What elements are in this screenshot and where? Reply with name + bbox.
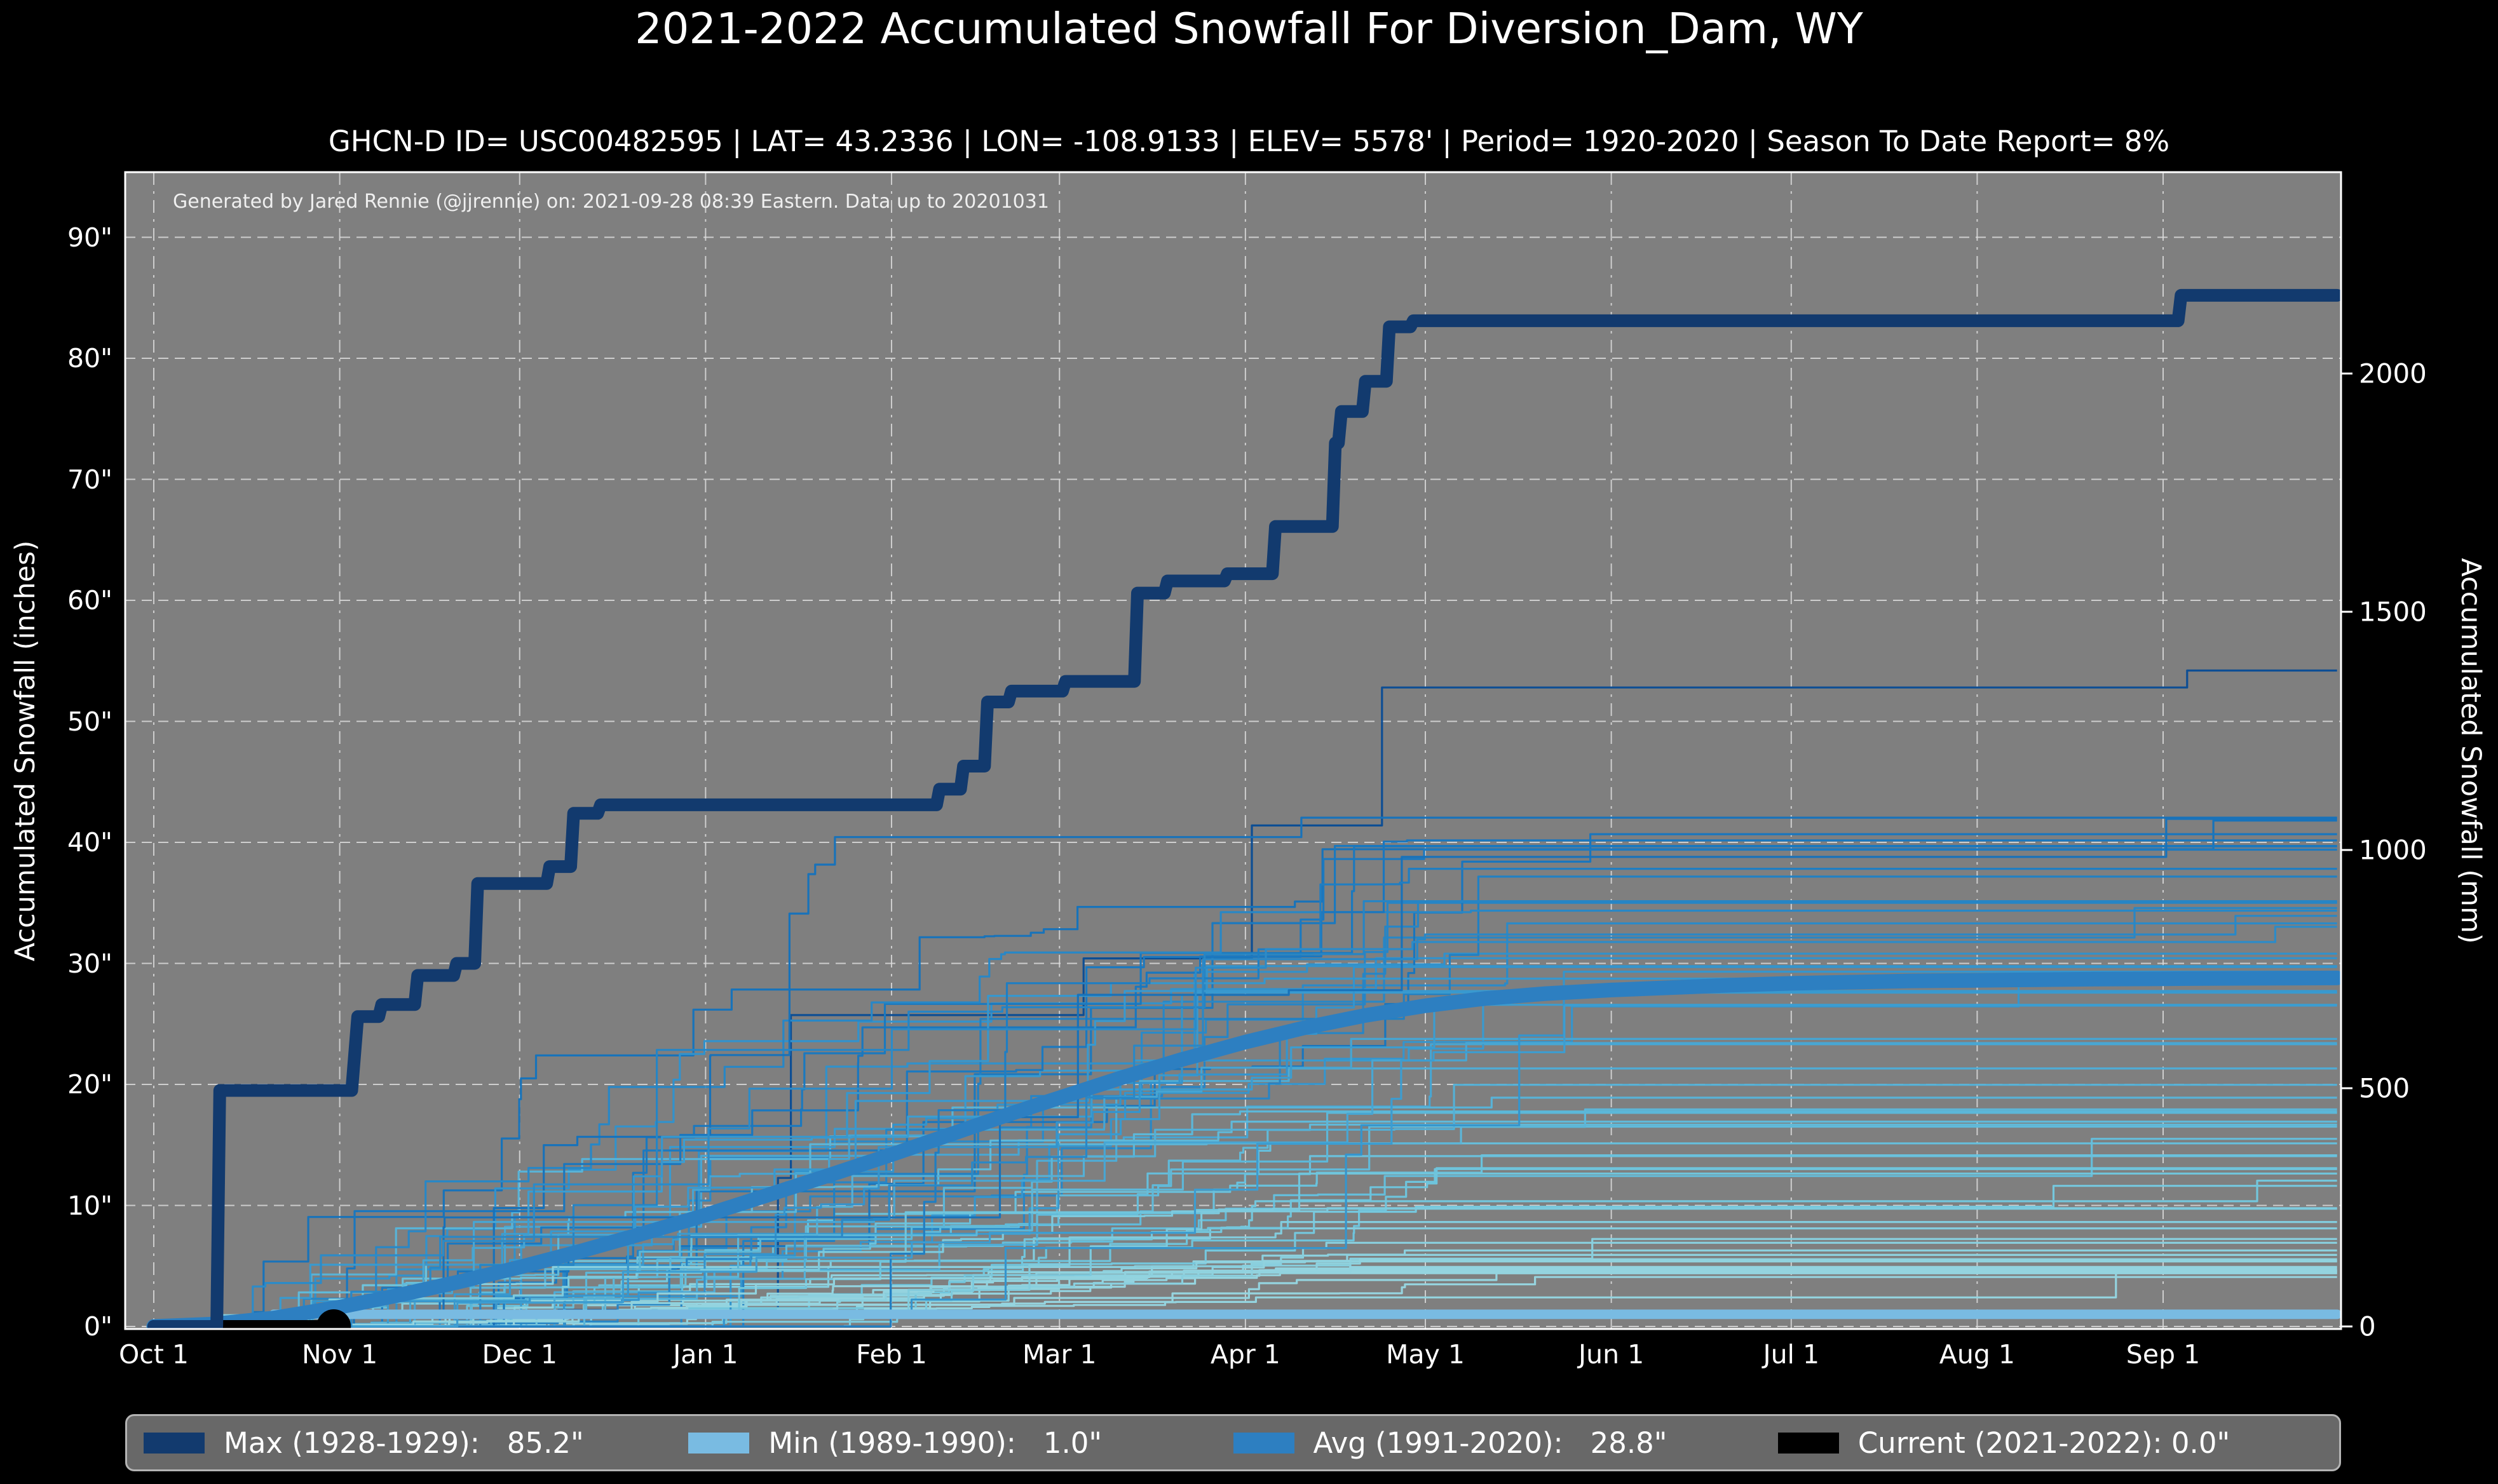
right-tick-500: 500 <box>2359 1072 2410 1104</box>
left-tick-2: 20" <box>67 1069 112 1100</box>
legend-item-avg: Avg (1991-2020): 28.8" <box>1233 1426 1778 1460</box>
left-tick-8: 80" <box>67 343 112 374</box>
legend-swatch-max <box>144 1432 205 1454</box>
left-tick-0: 0" <box>84 1311 112 1342</box>
right-axis-label: Accumulated Snowfall (mm) <box>2455 558 2487 944</box>
page-title: 2021-2022 Accumulated Snowfall For Diver… <box>635 4 1863 53</box>
right-tick-1000: 1000 <box>2359 834 2427 866</box>
x-tick-9: Jul 1 <box>1763 1339 1820 1370</box>
x-tick-5: Mar 1 <box>1022 1339 1097 1370</box>
x-tick-2: Dec 1 <box>482 1339 557 1370</box>
legend-swatch-avg <box>1233 1432 1294 1454</box>
right-tick-2000: 2000 <box>2359 358 2427 389</box>
legend-label-max: Max (1928-1929): 85.2" <box>224 1426 584 1460</box>
left-tick-5: 50" <box>67 706 112 737</box>
left-tick-1: 10" <box>67 1190 112 1221</box>
station-subtitle: GHCN-D ID= USC00482595 | LAT= 43.2336 | … <box>328 125 2170 158</box>
x-tick-1: Nov 1 <box>302 1339 378 1370</box>
left-tick-6: 60" <box>67 585 112 616</box>
legend-label-min: Min (1989-1990): 1.0" <box>768 1426 1103 1460</box>
legend-label-avg: Avg (1991-2020): 28.8" <box>1313 1426 1667 1460</box>
right-tick-0: 0 <box>2359 1311 2376 1342</box>
x-tick-6: Apr 1 <box>1210 1339 1280 1370</box>
x-tick-3: Jan 1 <box>673 1339 738 1370</box>
left-tick-9: 90" <box>67 222 112 253</box>
left-tick-4: 40" <box>67 827 112 858</box>
legend: Max (1928-1929): 85.2" Min (1989-1990): … <box>125 1414 2341 1471</box>
attribution-text: Generated by Jared Rennie (@jjrennie) on… <box>173 191 1049 213</box>
legend-swatch-min <box>688 1432 750 1454</box>
legend-item-max: Max (1928-1929): 85.2" <box>144 1426 688 1460</box>
x-tick-11: Sep 1 <box>2126 1339 2201 1370</box>
x-tick-4: Feb 1 <box>856 1339 927 1370</box>
x-tick-0: Oct 1 <box>118 1339 189 1370</box>
legend-label-current: Current (2021-2022): 0.0" <box>1857 1426 2230 1460</box>
left-tick-7: 70" <box>67 464 112 495</box>
legend-item-current: Current (2021-2022): 0.0" <box>1777 1426 2323 1460</box>
legend-item-min: Min (1989-1990): 1.0" <box>688 1426 1233 1460</box>
legend-swatch-current <box>1777 1432 1839 1454</box>
right-tick-1500: 1500 <box>2359 596 2427 628</box>
left-tick-3: 30" <box>67 948 112 979</box>
x-tick-8: Jun 1 <box>1578 1339 1645 1370</box>
x-tick-10: Aug 1 <box>1939 1339 2015 1370</box>
x-tick-7: May 1 <box>1386 1339 1465 1370</box>
